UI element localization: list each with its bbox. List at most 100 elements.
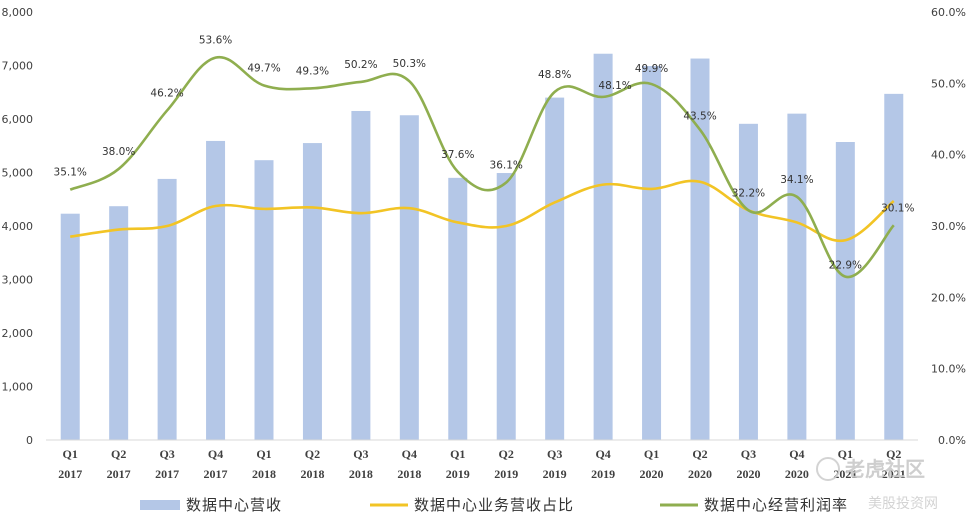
bar-revenue [787,113,807,441]
bar-revenue [593,53,613,440]
bars-layer [60,53,904,441]
x-tick-year: 2018 [252,467,276,481]
x-tick-year: 2017 [204,467,228,481]
x-tick-year: 2019 [494,467,518,481]
x-tick-year: 2018 [300,467,324,481]
data-label-margin: 48.8% [538,69,571,81]
left-tick-label: 6,000 [2,113,34,126]
legend-label-revenue: 数据中心营收 [186,496,282,514]
data-label-margin: 43.5% [683,111,716,123]
bar-revenue [302,143,322,440]
x-tick-year: 2021 [882,467,906,481]
x-tick-quarter: Q2 [692,447,707,461]
x-tick-year: 2020 [640,467,664,481]
legend: 数据中心营收 数据中心业务营收占比 数据中心经营利润率 [140,496,848,514]
right-axis: 0.0% 10.0% 20.0% 30.0% 40.0% 50.0% 60.0% [931,6,966,447]
watermark: 老虎社区 美股投资网 [816,457,938,512]
data-label-margin: 49.3% [296,65,329,77]
x-tick-year: 2020 [736,467,760,481]
x-tick-quarter: Q1 [63,447,78,461]
right-tick-label: 30.0% [931,220,966,233]
left-tick-label: 1,000 [2,381,34,394]
data-label-margin: 35.1% [54,167,87,179]
x-tick-quarter: Q1 [838,447,853,461]
line-operating-margin [69,55,895,279]
bar-revenue [690,58,710,441]
right-tick-label: 10.0% [931,363,966,376]
x-tick-quarter: Q2 [305,447,320,461]
data-label-margin: 38.0% [102,146,135,158]
left-tick-label: 0 [26,434,33,447]
x-tick-year: 2017 [155,467,179,481]
x-tick-year: 2017 [58,467,82,481]
lines-layer [69,55,895,279]
x-axis: Q1 2017 Q2 2017 Q3 2017 Q4 2017 Q1 2018 Q2 2018 Q3 20… [46,439,918,481]
legend-label-share: 数据中心业务营收占比 [414,496,574,514]
bar-revenue [157,178,177,441]
right-tick-label: 40.0% [931,149,966,162]
data-label-margin: 53.6% [199,35,232,47]
x-tick-quarter: Q3 [741,447,756,461]
watermark-logo-text: 老虎社区 [845,457,925,481]
x-tick-year: 2019 [591,467,615,481]
data-label-margin: 36.1% [490,159,523,171]
bar-revenue [642,66,662,440]
left-tick-label: 8,000 [2,6,34,19]
x-tick-quarter: Q2 [499,447,514,461]
x-tick-year: 2019 [543,467,567,481]
data-label-margin: 46.2% [150,87,183,99]
data-label-margin: 34.1% [780,174,813,186]
data-labels-layer: 35.1% 38.0% 46.2% 53.6% 49.7% 49.3% 50.2% 50.3%… [54,35,915,272]
data-label-margin: 48.1% [598,80,631,92]
x-tick-year: 2018 [349,467,373,481]
bar-revenue [835,142,855,440]
data-label-margin: 37.6% [441,149,474,161]
bar-revenue [884,93,904,440]
bar-revenue [254,160,274,440]
left-axis: 0 1,000 2,000 3,000 4,000 5,000 6,000 7,000 8,00… [2,6,34,447]
x-tick-quarter: Q4 [208,447,223,461]
x-tick-quarter: Q2 [886,447,901,461]
bar-revenue [351,110,371,440]
right-tick-label: 50.0% [931,77,966,90]
watermark-sub-text: 美股投资网 [868,496,938,512]
bar-revenue [206,140,226,440]
right-tick-label: 0.0% [938,434,966,447]
left-tick-label: 5,000 [2,167,34,180]
x-tick-year: 2018 [397,467,421,481]
x-tick-quarter: Q1 [450,447,465,461]
data-label-margin: 30.1% [881,202,914,214]
left-tick-label: 2,000 [2,327,34,340]
right-tick-label: 60.0% [931,6,966,19]
data-label-margin: 49.9% [635,63,668,75]
x-tick-year: 2017 [107,467,131,481]
data-label-margin: 32.2% [732,187,765,199]
x-tick-quarter: Q4 [789,447,804,461]
bar-revenue [738,123,758,440]
data-label-margin: 49.7% [247,62,280,74]
x-tick-year: 2020 [785,467,809,481]
x-tick-quarter: Q3 [353,447,368,461]
x-tick-quarter: Q4 [402,447,417,461]
x-tick-quarter: Q4 [595,447,610,461]
x-tick-quarter: Q3 [159,447,174,461]
data-label-margin: 22.9% [829,260,862,272]
right-tick-label: 20.0% [931,291,966,304]
bar-revenue [60,213,80,440]
data-label-margin: 50.3% [393,58,426,70]
legend-label-margin: 数据中心经营利润率 [704,496,848,514]
bar-revenue [496,173,516,440]
left-tick-label: 7,000 [2,60,34,73]
x-tick-quarter: Q2 [111,447,126,461]
watermark-logo-icon [816,457,840,481]
left-tick-label: 3,000 [2,274,34,287]
x-tick-quarter: Q1 [256,447,271,461]
bar-revenue [109,206,129,440]
bar-revenue [399,115,419,440]
x-tick-year: 2019 [446,467,470,481]
legend-swatch-revenue [140,500,180,510]
x-tick-year: 2020 [688,467,712,481]
bar-revenue [448,177,468,440]
bar-revenue [545,97,565,440]
